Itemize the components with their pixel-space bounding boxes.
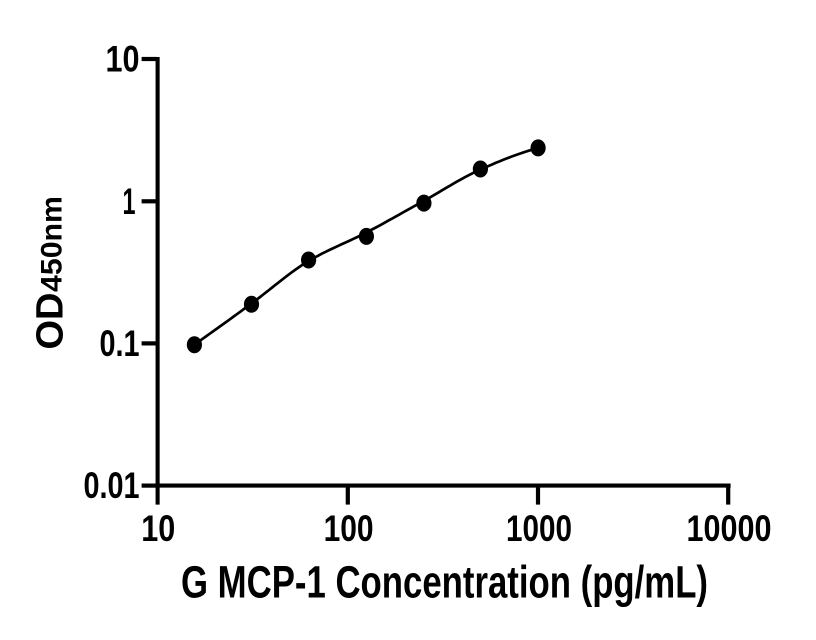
svg-text:1000: 1000 bbox=[506, 508, 572, 549]
svg-text:1: 1 bbox=[123, 181, 136, 222]
svg-text:10: 10 bbox=[141, 508, 175, 549]
svg-text:OD: OD bbox=[30, 293, 72, 350]
svg-text:10: 10 bbox=[106, 39, 140, 80]
svg-text:G MCP-1 Concentration (pg/mL): G MCP-1 Concentration (pg/mL) bbox=[181, 557, 708, 608]
svg-text:0.01: 0.01 bbox=[84, 465, 140, 506]
svg-text:450nm: 450nm bbox=[36, 196, 69, 292]
svg-text:0.1: 0.1 bbox=[100, 323, 140, 364]
svg-text:100: 100 bbox=[324, 508, 374, 549]
svg-text:10000: 10000 bbox=[687, 508, 772, 549]
